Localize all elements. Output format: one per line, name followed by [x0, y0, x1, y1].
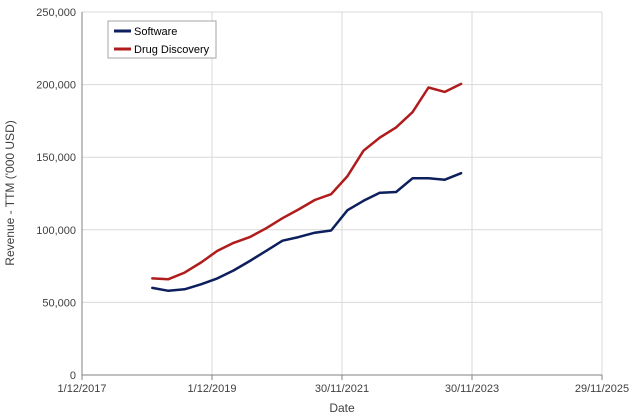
legend: Software Drug Discovery [107, 20, 217, 59]
legend-label-drug-discovery: Drug Discovery [134, 44, 210, 56]
y-tick-label: 50,000 [42, 297, 76, 309]
tick-labels: 0 50,000 100,000 150,000 200,000 250,000 1/12/… [36, 7, 629, 395]
y-tick-label: 100,000 [36, 225, 76, 237]
legend-box [107, 20, 217, 59]
series-lines [151, 82, 463, 293]
y-axis-title: Revenue - TTM ('000 USD) [3, 120, 17, 265]
axes [81, 12, 603, 380]
y-tick-label: 200,000 [36, 80, 76, 92]
x-tick-label: 1/12/2017 [58, 383, 107, 395]
series-line-software [151, 171, 463, 293]
y-tick-label: 250,000 [36, 7, 76, 19]
x-tick-label: 29/11/2025 [575, 383, 629, 395]
x-tick-label: 1/12/2019 [188, 383, 237, 395]
x-tick-label: 30/11/2021 [315, 383, 369, 395]
legend-label-software: Software [134, 26, 177, 38]
gridlines [82, 11, 603, 375]
x-tick-label: 30/11/2023 [445, 383, 499, 395]
y-tick-label: 0 [70, 370, 76, 382]
y-tick-label: 150,000 [36, 152, 76, 164]
series-line-drug-discovery [151, 82, 463, 281]
x-axis-title: Date [329, 401, 355, 415]
